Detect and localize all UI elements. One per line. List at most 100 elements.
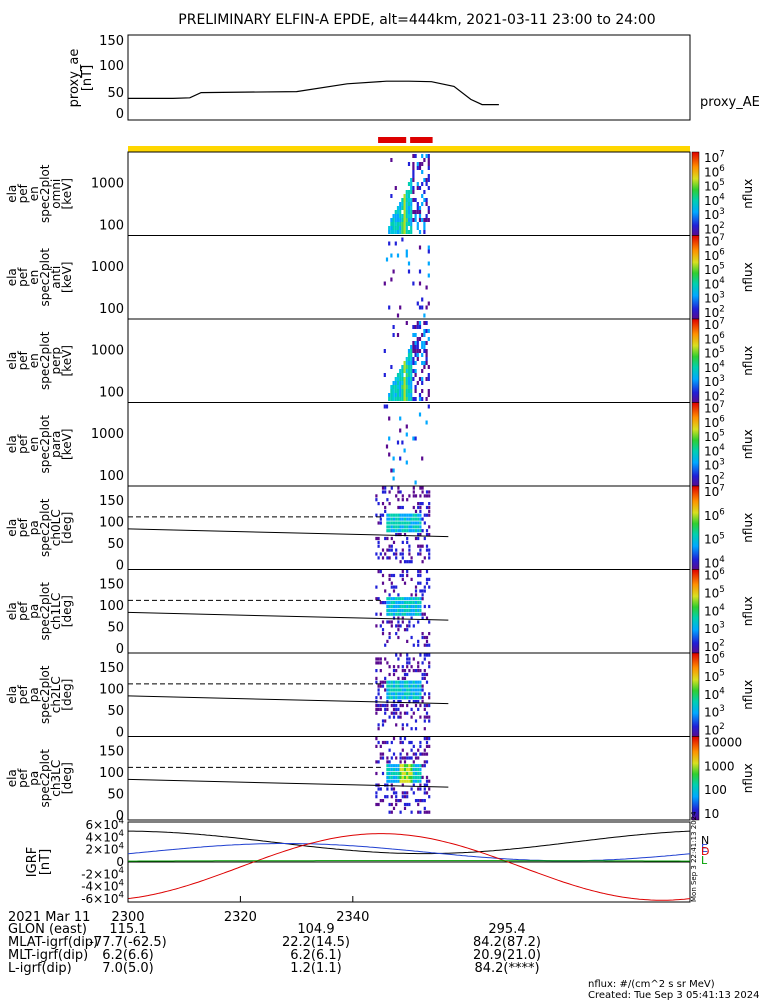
spectrogram-cell — [423, 810, 426, 814]
spectrogram-cell — [395, 680, 398, 684]
spectrogram-cell — [412, 505, 415, 510]
spectrogram-cell — [425, 182, 428, 186]
spectrogram-cell — [388, 715, 391, 719]
spectrogram-cell — [377, 540, 380, 544]
spectrogram-cell — [401, 665, 404, 669]
spectrogram-cell — [419, 612, 422, 616]
spectrogram-cell — [395, 764, 398, 768]
colorbar-tick-para-1: 103 — [704, 457, 725, 472]
spectrogram-cell — [401, 740, 404, 745]
spectrogram-cell — [417, 612, 420, 616]
panel-ylabel-omni-2: en — [27, 186, 41, 201]
spectrogram-cell — [407, 182, 411, 186]
colorbar-tick-anti-4: 106 — [704, 247, 725, 262]
spectrogram-cell — [414, 513, 418, 517]
spectrogram-cell — [427, 218, 430, 222]
spectrogram-cell — [399, 597, 402, 601]
spectrogram-cell — [417, 684, 420, 688]
spectrogram-cell — [419, 771, 422, 776]
colorbar-label-ch3LC: nflux — [741, 763, 755, 793]
spectrogram-cell — [392, 222, 395, 226]
spectrogram-cell — [399, 389, 402, 393]
spectrogram-cell — [410, 357, 413, 361]
spectrogram-cell — [403, 669, 407, 673]
spectrogram-cell — [419, 521, 422, 525]
ephem-row-glon-v2: 295.4 — [488, 922, 525, 937]
ephem-row-l-label: L-igrf(dip) — [8, 961, 72, 976]
spectrogram-cell — [405, 369, 408, 373]
spectrogram-cell — [399, 775, 402, 779]
spectrogram-cell — [401, 764, 404, 768]
colorbar-label-ch1LC: nflux — [741, 596, 755, 626]
colorbar-tick-ch0LC-0: 104 — [704, 555, 725, 570]
spectrogram-cell — [399, 202, 402, 206]
spectrogram-cell — [419, 764, 422, 768]
spectrogram-cell — [385, 444, 389, 449]
spectrogram-cell — [412, 154, 415, 158]
spectrogram-cell — [401, 498, 404, 502]
spectrogram-cell — [406, 768, 409, 772]
spectrogram-cell — [407, 397, 411, 401]
spectrogram-cell — [414, 397, 417, 401]
spectrogram-cell — [416, 206, 419, 210]
spectrogram-cell — [390, 802, 393, 807]
spectrogram-cell — [377, 536, 380, 541]
spectrogram-cell — [390, 397, 393, 401]
spectrogram-cell — [425, 349, 428, 353]
spectrogram-cell — [412, 764, 415, 768]
spectrogram-cell — [405, 321, 408, 325]
spectrogram-cell — [403, 680, 407, 684]
spectrogram-cell — [394, 210, 397, 214]
spectrogram-cell — [399, 226, 402, 230]
spectrogram-cell — [408, 552, 411, 556]
spectrogram-cell — [395, 802, 398, 807]
spectrogram-cell — [406, 771, 409, 776]
spectrogram-cell — [397, 779, 400, 783]
spectrogram-cell — [428, 585, 431, 589]
spectrogram-cell — [419, 570, 422, 574]
spectrogram-cell — [407, 349, 411, 353]
spectrogram-cell — [388, 635, 391, 640]
spectrogram-cell — [406, 597, 409, 601]
spectrogram-cell — [401, 775, 404, 779]
spectrogram-cell — [399, 573, 402, 578]
spectrogram-cell — [412, 529, 415, 533]
spectrogram-cell — [377, 740, 380, 745]
spectrogram-cell — [392, 669, 396, 673]
legend-n: N — [701, 834, 709, 847]
spectrogram-cell — [388, 771, 391, 776]
spectrogram-cell — [428, 810, 431, 814]
colorbar-tick-ch2LC-2: 104 — [704, 686, 725, 701]
spectrogram-cell — [419, 768, 422, 772]
spectrogram-cell — [390, 194, 393, 198]
panel-ylabel-omni-5: [keV] — [60, 178, 74, 209]
panel-ytick-omni-1: 1000 — [91, 177, 124, 192]
spectrogram-cell — [388, 692, 391, 696]
spectrogram-cell — [392, 573, 396, 578]
spectrogram-cell — [403, 775, 407, 779]
time-axis: 2300 2320 2340 — [111, 896, 369, 925]
panel-ylabel-ch1LC-0: ela — [5, 602, 19, 620]
spectrogram-cell — [397, 593, 400, 597]
igrf-ytick-3: 0 — [116, 855, 124, 869]
spectrogram-cell — [397, 529, 400, 533]
panel-perp: elapefenspec2plotperp[keV]10010001021031… — [5, 317, 755, 404]
spectrogram-cell — [414, 775, 418, 779]
spectrogram-cell — [407, 393, 411, 397]
spectrogram-cell — [399, 740, 402, 745]
ae-panel: 0 50 100 150 proxy_ae [nT] proxy_AE — [67, 34, 760, 122]
spectrogram-cell — [390, 624, 393, 628]
spectrogram-cell — [399, 779, 402, 783]
spectrogram-cell — [401, 612, 404, 616]
spectrogram-cell — [384, 509, 387, 513]
spectrogram-cell — [386, 779, 389, 783]
colorbar-tick-ch1LC-4: 106 — [704, 567, 725, 582]
spectrogram-cell — [385, 404, 389, 409]
spectrogram-cell — [419, 604, 422, 609]
spectrogram-cell — [417, 570, 420, 574]
spectrogram-cell — [410, 715, 413, 719]
spectrogram-cell — [397, 608, 400, 612]
spectrogram-cell — [405, 190, 408, 194]
spectrogram-cell — [406, 696, 409, 700]
